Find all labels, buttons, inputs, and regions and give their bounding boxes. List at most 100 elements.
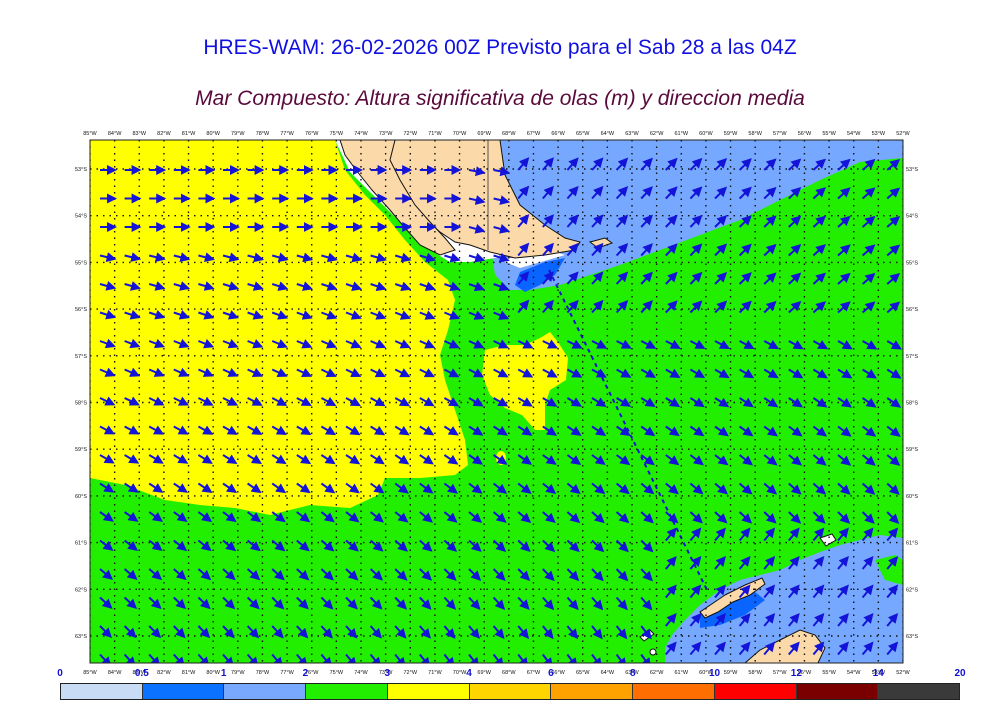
wave-direction-arrow <box>296 252 314 263</box>
wave-direction-arrow <box>394 368 411 378</box>
wave-direction-arrow <box>271 539 286 552</box>
map-frame <box>89 139 904 664</box>
wave-direction-arrow <box>689 271 703 285</box>
wave-direction-arrow <box>198 310 215 320</box>
wave-direction-arrow <box>566 653 578 663</box>
wave-direction-arrow <box>468 596 481 610</box>
wave-direction-arrow <box>148 454 164 464</box>
wave-direction-arrow <box>443 625 456 639</box>
wave-direction-arrow <box>861 482 876 495</box>
wave-direction-arrow <box>812 454 827 466</box>
wave-direction-arrow <box>615 568 629 582</box>
latitude-labels-left: 53°S 54°S 55°S 56°S 57°S 58°S 59°S 60°S 61°S 62°S… <box>75 167 87 640</box>
wave-direction-arrow <box>320 396 337 406</box>
latitude-label: 54°S <box>906 214 918 220</box>
wave-direction-arrow <box>271 568 285 581</box>
wave-direction-arrow <box>763 612 776 627</box>
small-island-dot <box>649 648 657 656</box>
wave-direction-arrow <box>493 281 510 292</box>
wave-direction-arrow <box>616 397 632 407</box>
wave-direction-arrow <box>615 243 629 257</box>
longitude-label: 85°W <box>83 670 97 676</box>
wave-direction-arrow <box>99 511 114 522</box>
wave-direction-arrow <box>492 653 505 663</box>
wave-direction-arrow <box>345 425 361 436</box>
wave-direction-arrow <box>443 539 458 552</box>
wave-direction-arrow <box>419 425 435 436</box>
wave-direction-arrow <box>738 215 752 228</box>
wave-direction-arrow <box>714 454 729 466</box>
wave-direction-arrow <box>542 157 554 171</box>
wave-direction-arrow <box>246 568 261 581</box>
wave-direction-arrow <box>886 511 900 524</box>
wave-direction-arrow <box>296 425 312 436</box>
wave-direction-arrow <box>148 338 166 349</box>
wave-direction-arrow <box>738 584 751 599</box>
wave-direction-arrow <box>173 568 187 581</box>
wave-direction-arrow <box>763 272 777 285</box>
wave-direction-arrow <box>591 539 605 553</box>
longitude-label: 55°W <box>822 131 836 137</box>
wave-direction-arrow <box>271 454 287 465</box>
wave-direction-arrow <box>812 187 826 200</box>
wave-direction-arrow <box>640 511 654 524</box>
wave-direction-arrow <box>566 397 582 407</box>
wave-direction-arrow <box>615 539 629 553</box>
wave-direction-arrow <box>886 340 902 350</box>
wave-direction-arrow <box>886 215 901 228</box>
longitude-label: 55°W <box>822 670 836 676</box>
wave-direction-arrow <box>197 511 213 523</box>
wave-direction-arrow <box>542 482 557 494</box>
wave-direction-arrow <box>517 339 534 349</box>
latitude-label: 55°S <box>906 260 918 266</box>
wave-direction-arrow <box>246 625 260 639</box>
wave-direction-arrow <box>615 271 629 285</box>
latitude-label: 60°S <box>906 494 918 500</box>
wave-direction-arrow <box>443 397 460 407</box>
legend-swatch <box>633 684 715 699</box>
wave-direction-arrow <box>616 339 632 349</box>
wave-direction-arrow <box>566 214 579 228</box>
wave-direction-arrow <box>837 641 849 656</box>
wave-direction-arrow <box>517 242 530 257</box>
wave-direction-arrow <box>763 454 778 466</box>
wave-direction-arrow <box>714 641 726 656</box>
longitude-label: 54°W <box>847 131 861 137</box>
wave-direction-arrow <box>517 185 530 200</box>
wave-direction-arrow <box>861 555 874 570</box>
wave-direction-arrow <box>566 242 579 257</box>
wave-direction-arrow <box>419 454 434 465</box>
wave-direction-arrow <box>788 527 800 542</box>
wave-direction-arrow <box>542 214 554 228</box>
wave-direction-arrow <box>493 195 511 205</box>
wave-direction-arrow <box>542 242 554 257</box>
wave-direction-arrow <box>861 187 876 200</box>
wave-direction-arrow <box>714 272 728 285</box>
wave-direction-arrow <box>640 214 653 228</box>
latitude-label: 56°S <box>75 307 87 313</box>
latitude-label: 57°S <box>906 354 918 360</box>
wave-direction-arrow <box>394 310 412 320</box>
longitude-label: 57°W <box>773 670 787 676</box>
wave-direction-arrow <box>542 454 557 465</box>
wave-direction-arrow <box>812 301 826 314</box>
wave-direction-arrow <box>788 555 800 570</box>
wave-direction-arrow <box>640 596 653 611</box>
longitude-label: 53°W <box>872 670 886 676</box>
wave-direction-arrow <box>320 482 336 494</box>
wave-direction-arrow <box>99 539 114 551</box>
wave-direction-arrow <box>837 215 851 228</box>
wave-direction-arrow <box>665 527 677 542</box>
longitude-labels-bottom: 85°W 84°W 83°W 82°W 81°W 80°W 79°W 78°W 77°W 76°W… <box>83 670 910 676</box>
wave-direction-arrow <box>173 367 190 377</box>
wave-direction-arrow <box>542 511 556 524</box>
wave-direction-arrow <box>394 252 412 263</box>
wave-direction-arrow <box>788 425 803 437</box>
legend-tick-label: 2 <box>302 668 309 679</box>
longitude-label: 81°W <box>182 670 196 676</box>
wave-direction-arrow <box>493 339 509 349</box>
wave-direction-arrow <box>492 568 506 581</box>
wave-direction-arrow <box>148 653 161 663</box>
longitude-label: 59°W <box>724 131 738 137</box>
wave-direction-arrow <box>788 454 803 466</box>
